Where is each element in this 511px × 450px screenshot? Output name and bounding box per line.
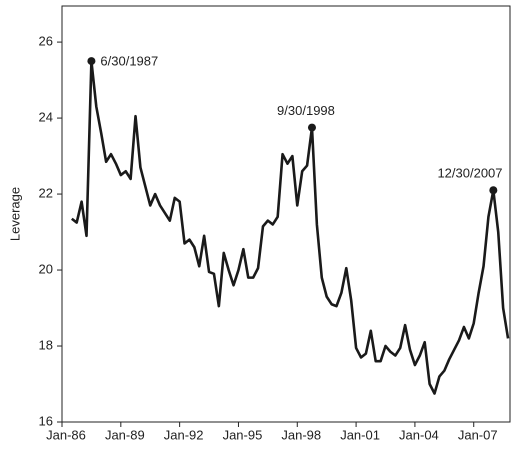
y-tick-label: 20 bbox=[39, 261, 53, 276]
plot-frame bbox=[61, 5, 511, 423]
x-tick-label: Jan-89 bbox=[105, 427, 145, 442]
annotation: 9/30/1998 bbox=[277, 103, 335, 118]
y-tick-label: 24 bbox=[39, 110, 53, 125]
x-tick-label: Jan-07 bbox=[458, 427, 498, 442]
annotation: 6/30/1987 bbox=[100, 54, 158, 69]
y-axis-label: Leverage bbox=[7, 187, 22, 241]
y-tick-label: 26 bbox=[39, 34, 53, 49]
highlight-point bbox=[307, 123, 316, 132]
line bbox=[71, 59, 510, 395]
highlight-point bbox=[87, 57, 96, 66]
y-tick-label: 22 bbox=[39, 185, 53, 200]
x-tick-label: Jan-95 bbox=[223, 427, 263, 442]
x-tick-label: Jan-98 bbox=[281, 427, 321, 442]
y-tick-label: 16 bbox=[39, 413, 53, 428]
annotation: 12/30/2007 bbox=[437, 166, 502, 181]
x-tick-label: Jan-86 bbox=[46, 427, 86, 442]
x-tick-label: Jan-01 bbox=[340, 427, 380, 442]
x-tick-label: Jan-92 bbox=[164, 427, 204, 442]
y-tick-label: 18 bbox=[39, 337, 53, 352]
highlight-point bbox=[489, 186, 498, 195]
x-tick-label: Jan-04 bbox=[399, 427, 439, 442]
